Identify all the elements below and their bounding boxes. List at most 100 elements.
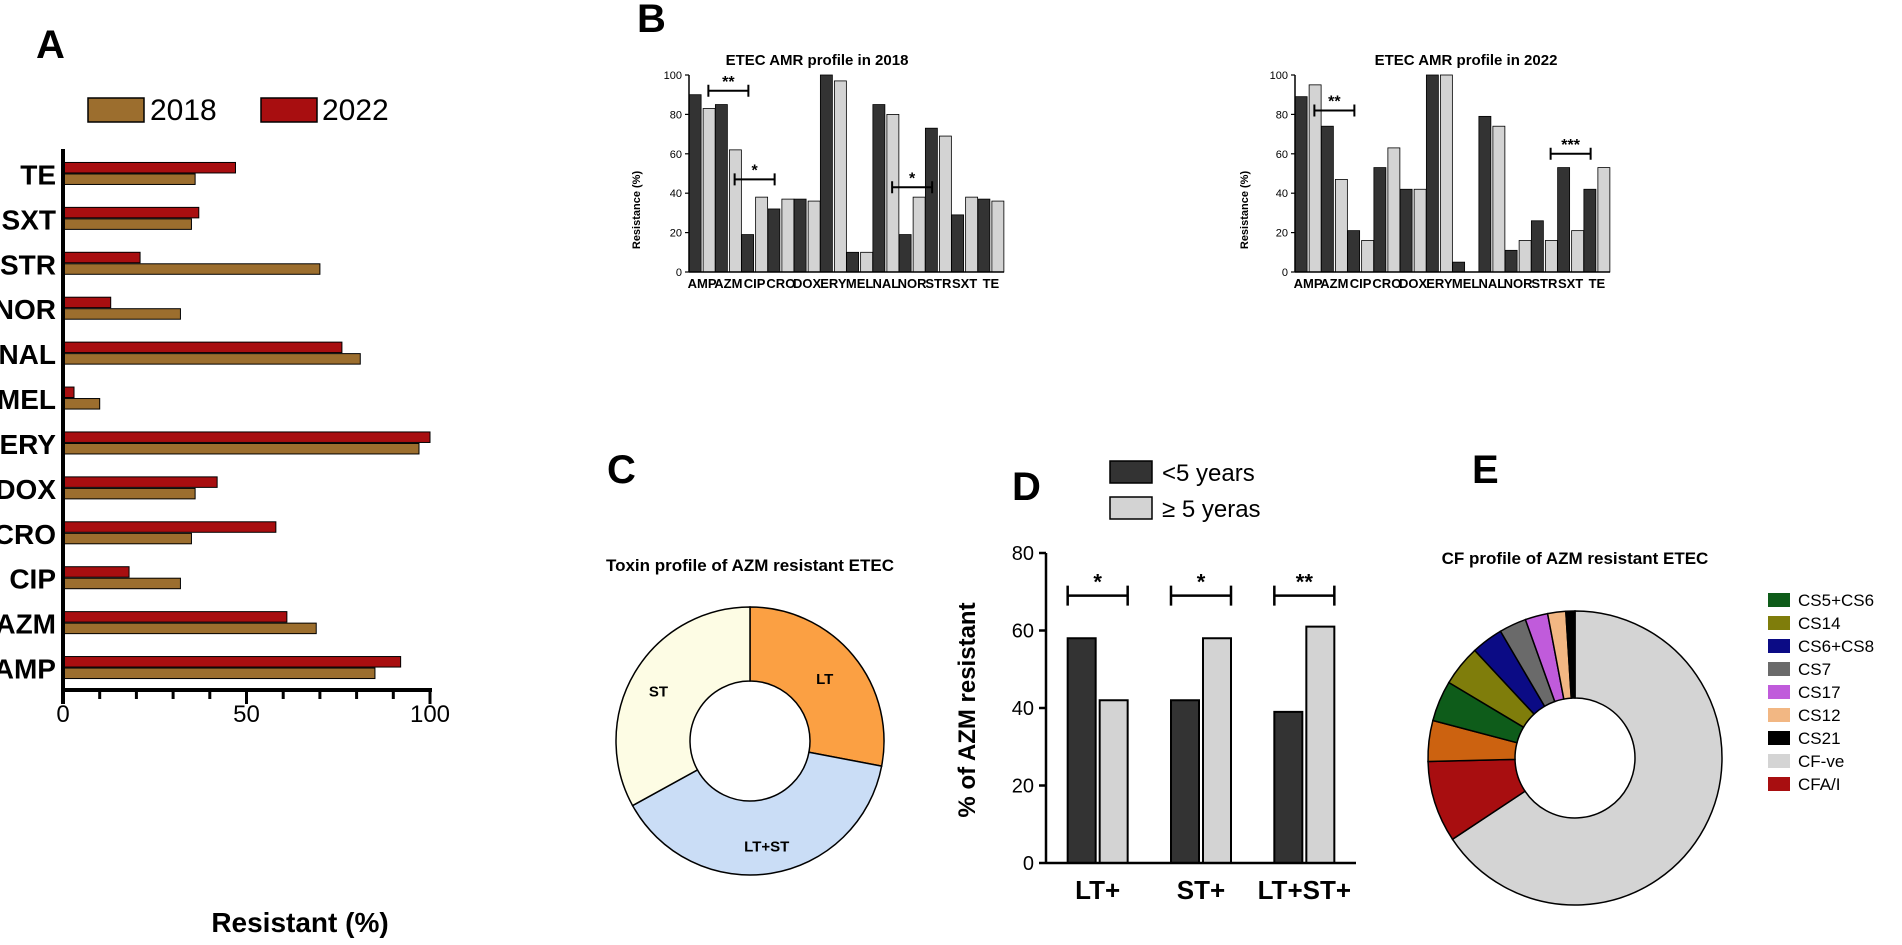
category-label-cip: CIP: [1350, 276, 1372, 291]
bar-dark-str: [1530, 220, 1544, 273]
legend-swatch-2018: [87, 97, 145, 123]
y-tick-label: 100: [664, 70, 682, 82]
bar-2018-mel: [62, 398, 101, 410]
bar-2022-ery: [62, 431, 431, 443]
y-tick-label: 80: [670, 109, 682, 121]
bar-dark-cro: [767, 208, 781, 273]
bar-2018-nor: [62, 308, 181, 320]
bar-dark-mel: [1452, 261, 1466, 273]
category-label-mel: MEL: [1452, 276, 1480, 291]
bar-light-nal: [1492, 125, 1506, 273]
category-label-nor: NOR: [898, 276, 928, 291]
panel-label-c: C: [607, 448, 636, 492]
significance-label: **: [722, 74, 735, 91]
bar-dark-amp: [688, 94, 702, 273]
category-label-mel: MEL: [0, 384, 56, 415]
bar-light-cip: [1361, 240, 1375, 273]
category-label-str: STR: [1531, 276, 1558, 291]
category-label-ery: ERY: [0, 429, 56, 460]
bar-2018-cip: [62, 577, 181, 590]
donut-slice-cs21: [1565, 610, 1576, 699]
legend-label-5-years-or-more: ≥ 5 yeras: [1162, 496, 1261, 523]
category-label-sxt: SXT: [952, 276, 977, 291]
bar-2018-te: [62, 173, 196, 185]
bar-2018-nal: [62, 353, 361, 365]
bar-dark-azm: [714, 104, 728, 273]
bar-light-nor: [912, 196, 926, 273]
category-label-dox: DOX: [1399, 276, 1428, 291]
donut-slice-lt-st: [631, 751, 883, 876]
bar-2018-cro: [62, 532, 192, 545]
bar-light-cro: [1387, 147, 1401, 273]
bar-dark-ery: [1425, 74, 1439, 273]
category-label-ery: ERY: [1426, 276, 1453, 291]
bar-2018-azm: [62, 622, 317, 635]
bar-dark-dox: [793, 198, 807, 273]
category-label-te: TE: [983, 276, 1000, 291]
legend-label-2018: 2018: [150, 94, 217, 127]
bar-dark-cro: [1373, 167, 1387, 273]
bar-light-amp: [702, 108, 716, 273]
panel-label-d: D: [1012, 465, 1041, 509]
category-label-amp: AMP: [688, 276, 717, 291]
significance-bracket: [1313, 104, 1356, 117]
category-label-dox: DOX: [0, 474, 56, 505]
bar-light-cro: [781, 198, 795, 273]
significance-bracket: [891, 181, 934, 194]
bar-dark-sxt: [1557, 167, 1571, 273]
category-label-te: TE: [1589, 276, 1606, 291]
bar-2018-dox: [62, 487, 196, 500]
legend-label-cs17: CS17: [1798, 683, 1841, 702]
legend-label-cs7: CS7: [1798, 660, 1831, 679]
legend-swatch-cs17: [1768, 685, 1790, 699]
panel-b2-y-axis-title: Resistance (%): [1239, 171, 1251, 250]
legend-swatch-5-years-or-more: [1109, 496, 1153, 520]
y-tick-label: 60: [1276, 149, 1288, 161]
bar-5-or-more-st: [1202, 637, 1232, 864]
category-label-ery: ERY: [820, 276, 847, 291]
y-tick-label: 100: [1270, 70, 1288, 82]
legend-swatch-cfa-i: [1768, 777, 1790, 791]
bar-light-ery: [833, 80, 847, 273]
bar-dark-mel: [846, 251, 860, 273]
legend-swatch-2022: [260, 97, 318, 123]
bar-under-5-st: [1170, 699, 1200, 864]
y-tick-label: 80: [1012, 543, 1034, 565]
bar-2022-nal: [62, 341, 343, 354]
panel-label-b: B: [637, 0, 666, 41]
category-label-mel: MEL: [846, 276, 874, 291]
bar-2018-str: [62, 263, 321, 275]
panel-d: D <5 years ≥ 5 yeras % of AZM resistant …: [954, 460, 1356, 905]
y-tick-label: 0: [676, 267, 682, 279]
bar-2018-amp: [62, 667, 376, 680]
category-label-amp: AMP: [0, 654, 56, 685]
significance-bracket: [707, 84, 750, 97]
bar-dark-ery: [819, 74, 833, 273]
bar-light-cip: [755, 196, 769, 273]
bar-light-sxt: [1571, 230, 1585, 273]
legend-label-2022: 2022: [322, 94, 389, 127]
y-tick-label: 60: [1012, 621, 1034, 643]
legend-label-cf-ve: CF-ve: [1798, 752, 1844, 771]
legend-swatch-cs7: [1768, 662, 1790, 676]
legend-swatch-cs21: [1768, 731, 1790, 745]
panel-c: C Toxin profile of AZM resistant ETEC LT…: [606, 448, 894, 876]
category-label-nor: NOR: [0, 294, 56, 325]
bar-dark-sxt: [951, 214, 965, 273]
panel-e-plot: [1427, 610, 1723, 906]
category-label-nor: NOR: [1504, 276, 1534, 291]
bar-light-azm: [1334, 179, 1348, 273]
panel-b: B ETEC AMR profile in 2018 ETEC AMR prof…: [631, 0, 1611, 291]
bar-2018-ery: [62, 442, 420, 455]
bar-dark-cip: [1347, 230, 1361, 273]
bar-dark-str: [924, 127, 938, 273]
y-tick-label: 20: [1276, 228, 1288, 240]
category-label-amp: AMP: [1294, 276, 1323, 291]
significance-label: *: [1093, 570, 1102, 595]
category-label-nal: NAL: [873, 276, 900, 291]
legend-swatch-cs5-cs6: [1768, 593, 1790, 607]
significance-bracket: [1273, 585, 1336, 606]
category-label-cro: CRO: [766, 276, 795, 291]
donut-slice-cf-ve: [1451, 610, 1723, 906]
